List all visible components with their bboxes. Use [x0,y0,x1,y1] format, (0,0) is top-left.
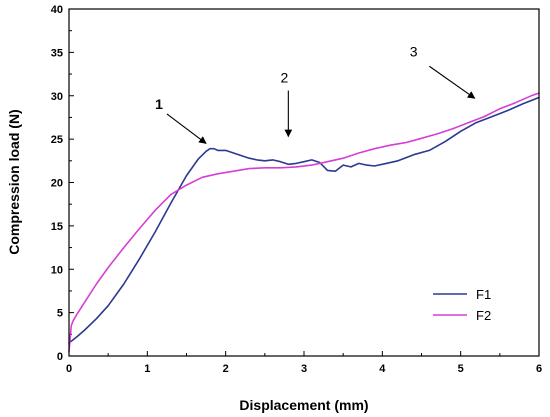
y-tick-label: 10 [51,264,63,276]
annotations: 1 2 3 [155,44,476,144]
x-tick-label: 6 [536,363,542,375]
annotation-arrow-3 [429,65,476,99]
y-tick-label: 20 [51,178,63,190]
y-tick-label: 35 [51,47,63,59]
y-tick-label: 30 [51,91,63,103]
x-tick-label: 2 [223,363,229,375]
series-line-f1 [68,96,540,344]
legend: F1 F2 [433,287,491,323]
annotation-label-2: 2 [281,70,289,86]
annotation-arrow-1 [166,113,207,144]
series-line-f2 [68,92,540,353]
x-tick-label: 3 [301,363,307,375]
series-layer [68,92,540,353]
plot-frame [68,8,540,357]
x-axis-label: Displacement (mm) [239,397,368,413]
y-tick-label: 0 [57,351,63,363]
legend-label-f2: F2 [476,308,491,323]
x-tick-label: 1 [144,363,150,375]
annotation-label-3: 3 [410,44,418,60]
y-tick-label: 15 [51,221,63,233]
y-tick-label: 25 [51,134,63,146]
y-axis-ticks: 0 5 10 15 20 25 30 35 40 [51,4,74,363]
y-tick-label: 5 [57,308,63,320]
legend-label-f1: F1 [476,287,491,302]
y-tick-label: 40 [51,4,63,16]
y-axis-label: Compression load (N) [6,109,22,254]
x-tick-label: 0 [66,363,72,375]
x-tick-label: 5 [458,363,464,375]
x-tick-label: 4 [379,363,386,375]
annotation-label-1: 1 [155,96,163,112]
x-axis-ticks: 0 1 2 3 4 5 6 [66,351,542,375]
